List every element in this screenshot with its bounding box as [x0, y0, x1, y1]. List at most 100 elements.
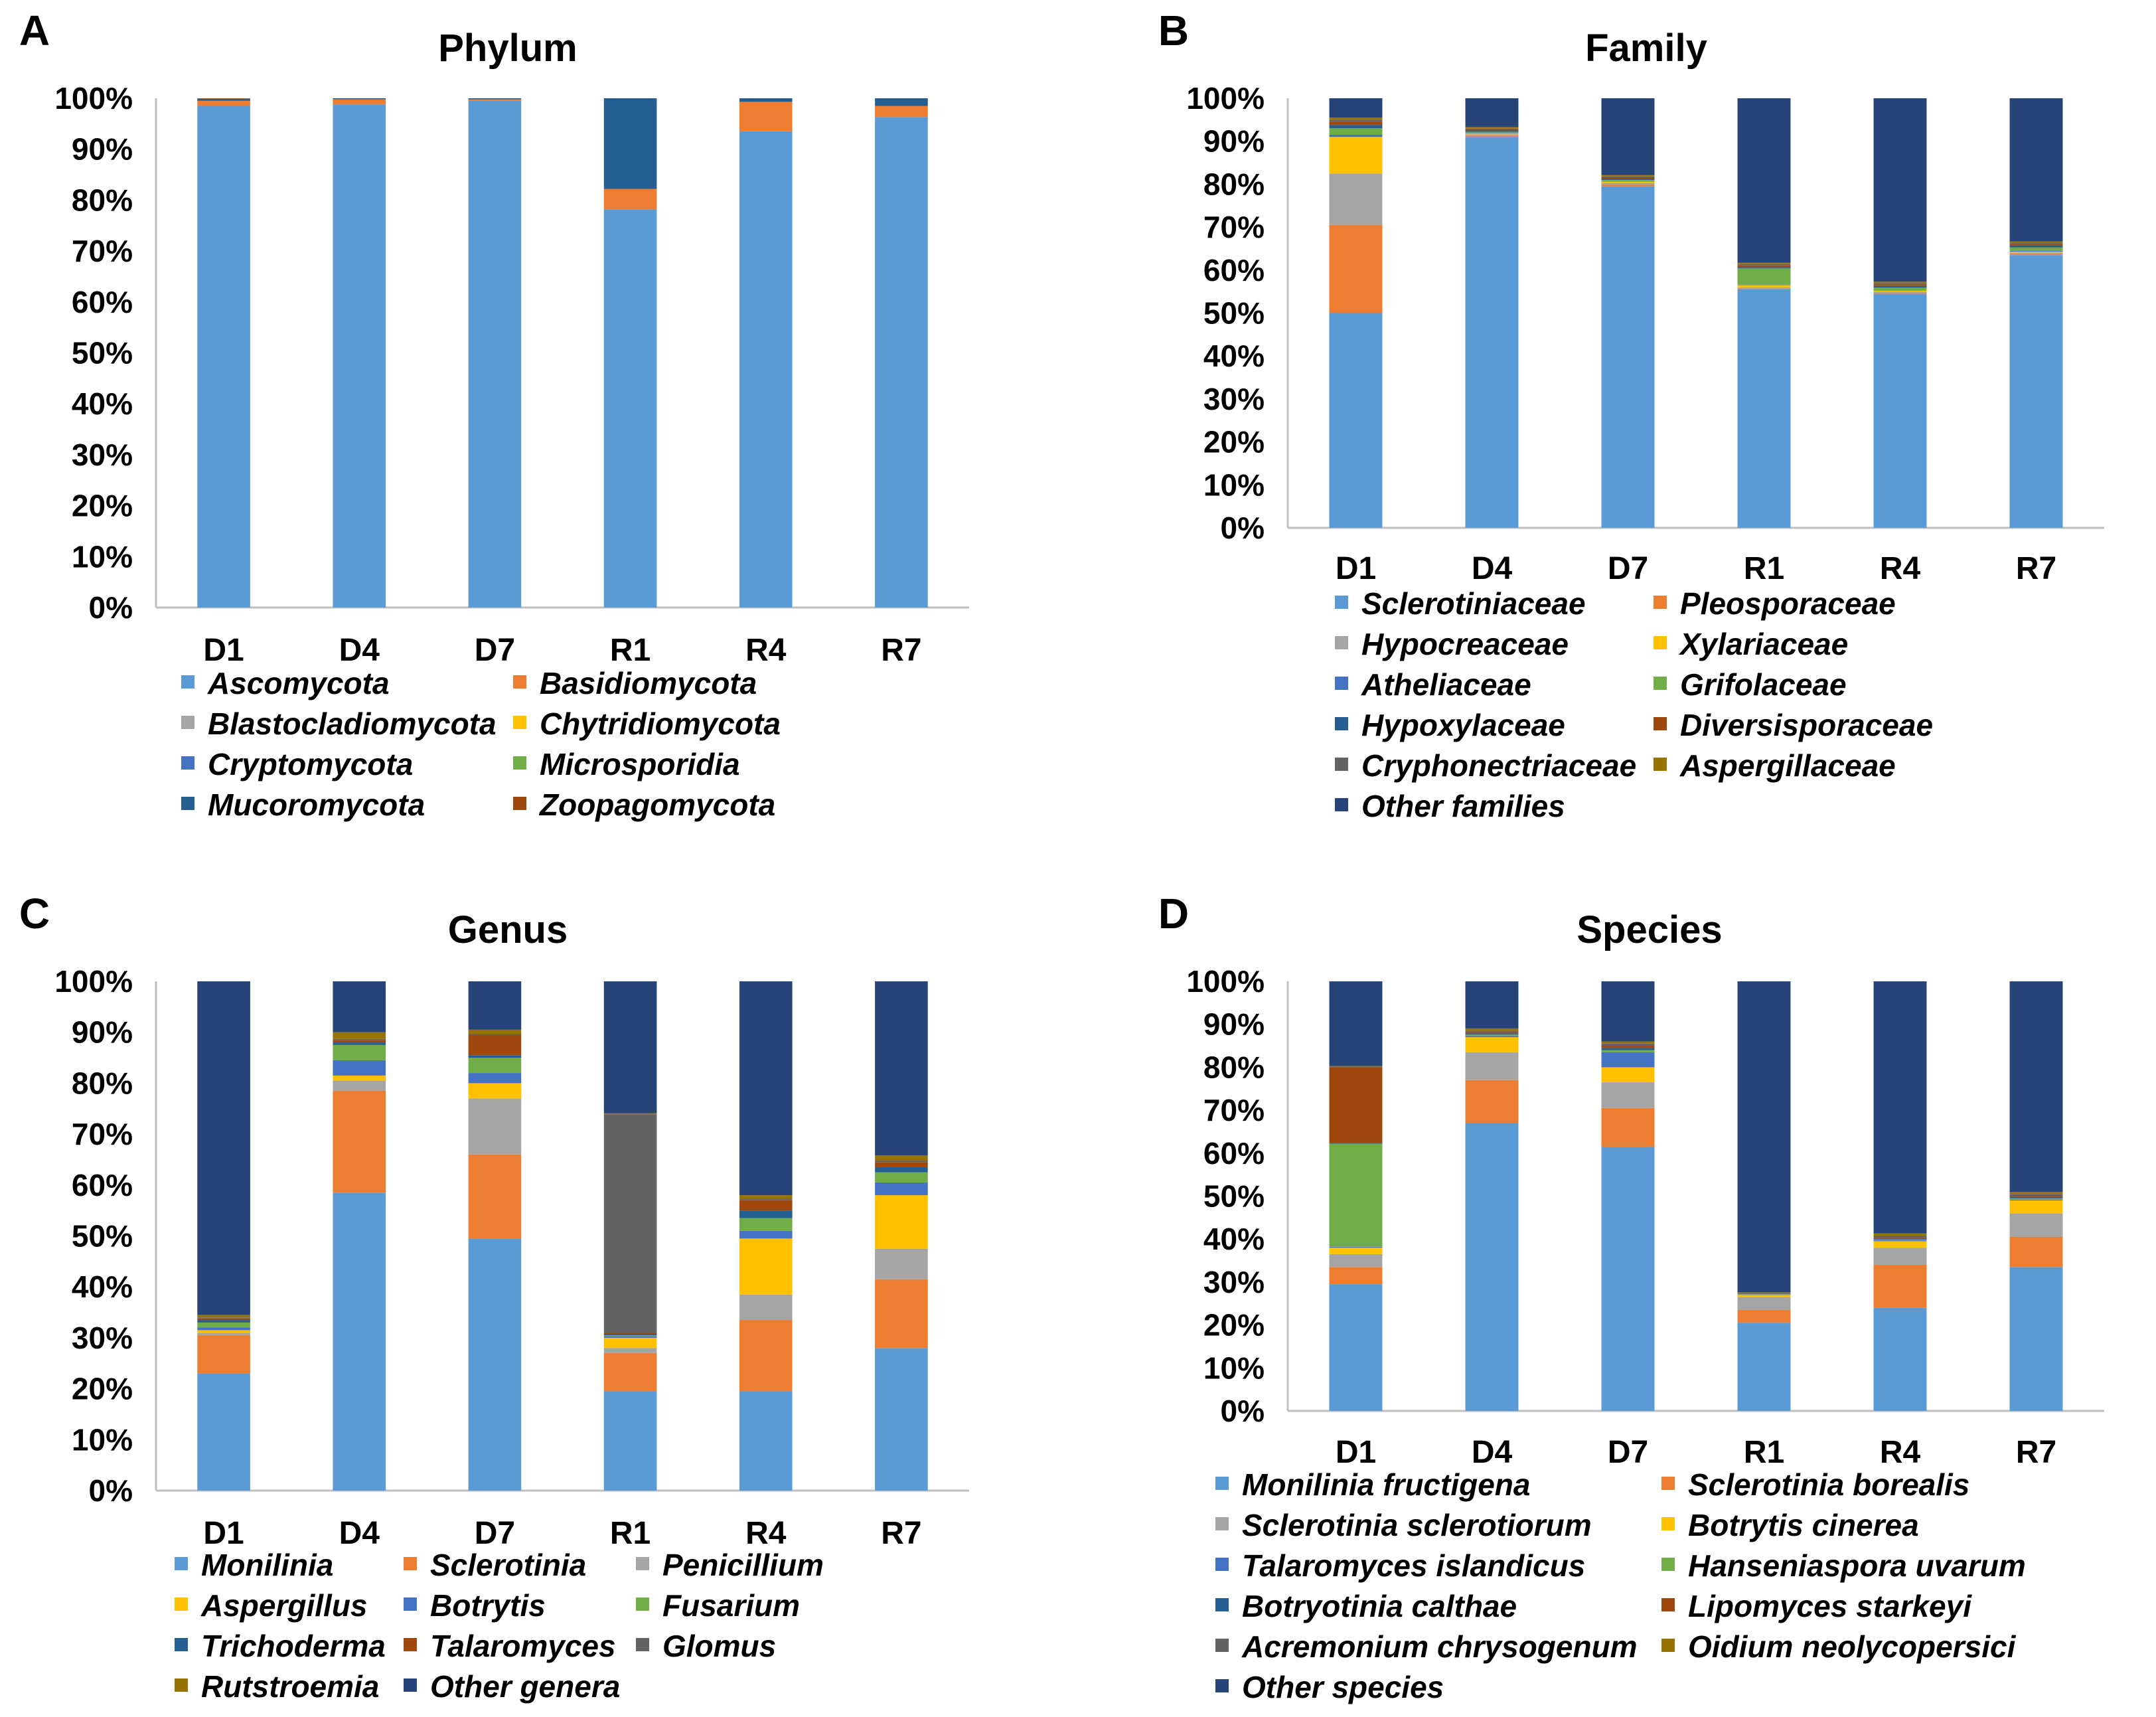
legend-swatch: [1661, 1517, 1675, 1530]
bar-segment-botryotinia-calthae: [1737, 1293, 1791, 1295]
bar-segment-hanseniaspora-uvarum: [1737, 1294, 1791, 1295]
y-tick-label: 70%: [72, 234, 133, 268]
bar-segment-hanseniaspora-uvarum: [1329, 1143, 1383, 1247]
bar-segment-basidiomycota: [468, 99, 522, 101]
bar-segment-oidium-neolycopersici: [1737, 1292, 1791, 1293]
bar-segment-hypocreaceae: [2009, 252, 2063, 254]
panel-letter: C: [19, 890, 50, 938]
bar-segment-ascomycota: [739, 131, 793, 608]
bar-segment-sclerotinia-borealis: [1465, 1080, 1519, 1123]
bar-segment-sclerotinia-borealis: [1873, 1265, 1927, 1308]
legend-label: Zoopagomycota: [538, 787, 775, 822]
bar-segment-other-genera: [197, 981, 250, 1315]
legend-swatch: [1215, 1679, 1229, 1692]
bar-segment-atheliaceae: [1601, 181, 1655, 182]
bar-segment-basidiomycota: [739, 102, 793, 131]
legend-item: Cryptomycota: [181, 747, 413, 781]
legend-item: Lipomyces starkeyi: [1661, 1589, 1972, 1623]
bar-segment-talaromyces-islandicus: [1873, 1240, 1927, 1242]
legend-label: Oidium neolycopersici: [1688, 1629, 2017, 1664]
legend-label: Diversisporaceae: [1680, 708, 1933, 742]
legend-label: Atheliaceae: [1361, 667, 1531, 702]
legend-label: Sclerotinia borealis: [1688, 1467, 1969, 1502]
bar-segment-grifolaceae: [1873, 287, 1927, 291]
legend-label: Chytridiomycota: [540, 706, 781, 741]
legend-item: Hypoxylaceae: [1335, 708, 1565, 742]
y-tick-label: 40%: [1203, 1222, 1265, 1256]
bar-segment-penicillium: [739, 1294, 793, 1321]
legend-swatch: [1661, 1477, 1675, 1490]
legend-swatch: [1654, 596, 1667, 609]
bar-segment-trichoderma: [468, 1055, 522, 1058]
legend-item: Botryotinia calthae: [1215, 1589, 1517, 1623]
bar-segment-fusarium: [468, 1058, 522, 1074]
legend-swatch: [181, 756, 194, 770]
legend-item: Penicillium: [636, 1548, 824, 1582]
legend-item: Chytridiomycota: [513, 706, 781, 741]
bar-segment-glomus: [333, 1038, 386, 1040]
bar-segment-aspergillus: [739, 1238, 793, 1295]
bar-segment-atheliaceae: [2009, 250, 2063, 252]
bar-segment-sclerotinia-borealis: [1329, 1267, 1383, 1285]
bar-segment-cryphonectriaceae: [1737, 264, 1791, 266]
legend-label: Hanseniaspora uvarum: [1688, 1548, 2026, 1583]
legend-label: Ascomycota: [207, 666, 390, 700]
bar-segment-other-genera: [333, 981, 386, 1032]
bar-segment-hypoxylaceae: [1465, 130, 1519, 132]
legend-item: Other species: [1215, 1670, 1444, 1704]
bar-segment-cryphonectriaceae: [1465, 128, 1519, 129]
legend-item: Other families: [1335, 789, 1565, 823]
bar-segment-penicillium: [333, 1080, 386, 1091]
bar-segment-sclerotiniaceae: [1329, 313, 1383, 528]
y-tick-label: 60%: [1203, 1136, 1265, 1171]
y-tick-label: 70%: [72, 1117, 133, 1151]
bar-segment-other-species: [2009, 981, 2063, 1192]
y-tick-label: 40%: [1203, 339, 1265, 373]
y-tick-label: 60%: [1203, 253, 1265, 287]
bar-segment-sclerotiniaceae: [2009, 255, 2063, 528]
legend-item: Talaromyces islandicus: [1215, 1548, 1585, 1583]
legend-swatch: [1661, 1598, 1675, 1611]
legend-swatch: [1215, 1598, 1229, 1611]
bar-segment-trichoderma: [875, 1167, 928, 1173]
legend-label: Sclerotinia: [430, 1548, 586, 1582]
legend-label: Rutstroemia: [201, 1669, 379, 1704]
x-tick-label: R4: [1880, 551, 1921, 586]
bar-segment-acremonium-chrysogenum: [1601, 1043, 1655, 1046]
legend-label: Monilinia: [201, 1548, 333, 1582]
legend-swatch: [1215, 1477, 1229, 1490]
bar-segment-basidiomycota: [603, 189, 657, 210]
y-tick-label: 100%: [54, 81, 133, 116]
bar-segment-other-families: [2009, 98, 2063, 242]
y-tick-label: 0%: [89, 590, 133, 625]
bar-segment-hypocreaceae: [1465, 134, 1519, 136]
bar-segment-aspergillus: [333, 1075, 386, 1081]
bar-segment-xylariaceae: [1601, 181, 1655, 183]
x-tick-label: D1: [1336, 551, 1376, 586]
legend-swatch: [1335, 717, 1348, 730]
legend-label: Glomus: [662, 1629, 776, 1663]
bar-segment-talaromyces: [197, 1318, 250, 1321]
legend-item: Blastocladiomycota: [181, 706, 497, 741]
legend-item: Trichoderma: [175, 1629, 386, 1663]
bar-segment-aspergillaceae: [1873, 282, 1927, 284]
y-tick-label: 10%: [72, 539, 133, 574]
bar-segment-talaromyces: [875, 1162, 928, 1167]
bar-segment-talaromyces: [333, 1040, 386, 1043]
x-tick-label: R7: [2016, 1435, 2056, 1470]
bar-segment-botrytis: [739, 1230, 793, 1239]
legend-item: Sclerotinia: [404, 1548, 586, 1582]
legend-swatch: [175, 1638, 188, 1651]
bar-segment-mucoromycota: [197, 98, 250, 101]
bar-segment-fusarium: [603, 1335, 657, 1337]
bar-segment-cryphonectriaceae: [2009, 242, 2063, 244]
legend-item: Hypocreaceae: [1335, 627, 1569, 661]
x-tick-label: D7: [475, 633, 515, 668]
bar-segment-zoopagomycota: [197, 98, 250, 99]
legend-item: Acremonium chrysogenum: [1215, 1629, 1638, 1664]
legend-swatch: [175, 1678, 188, 1692]
bar-segment-sclerotinia: [739, 1320, 793, 1392]
bar-segment-other-species: [1601, 981, 1655, 1042]
x-tick-label: R7: [2016, 551, 2056, 586]
bar-segment-glomus: [468, 1034, 522, 1035]
